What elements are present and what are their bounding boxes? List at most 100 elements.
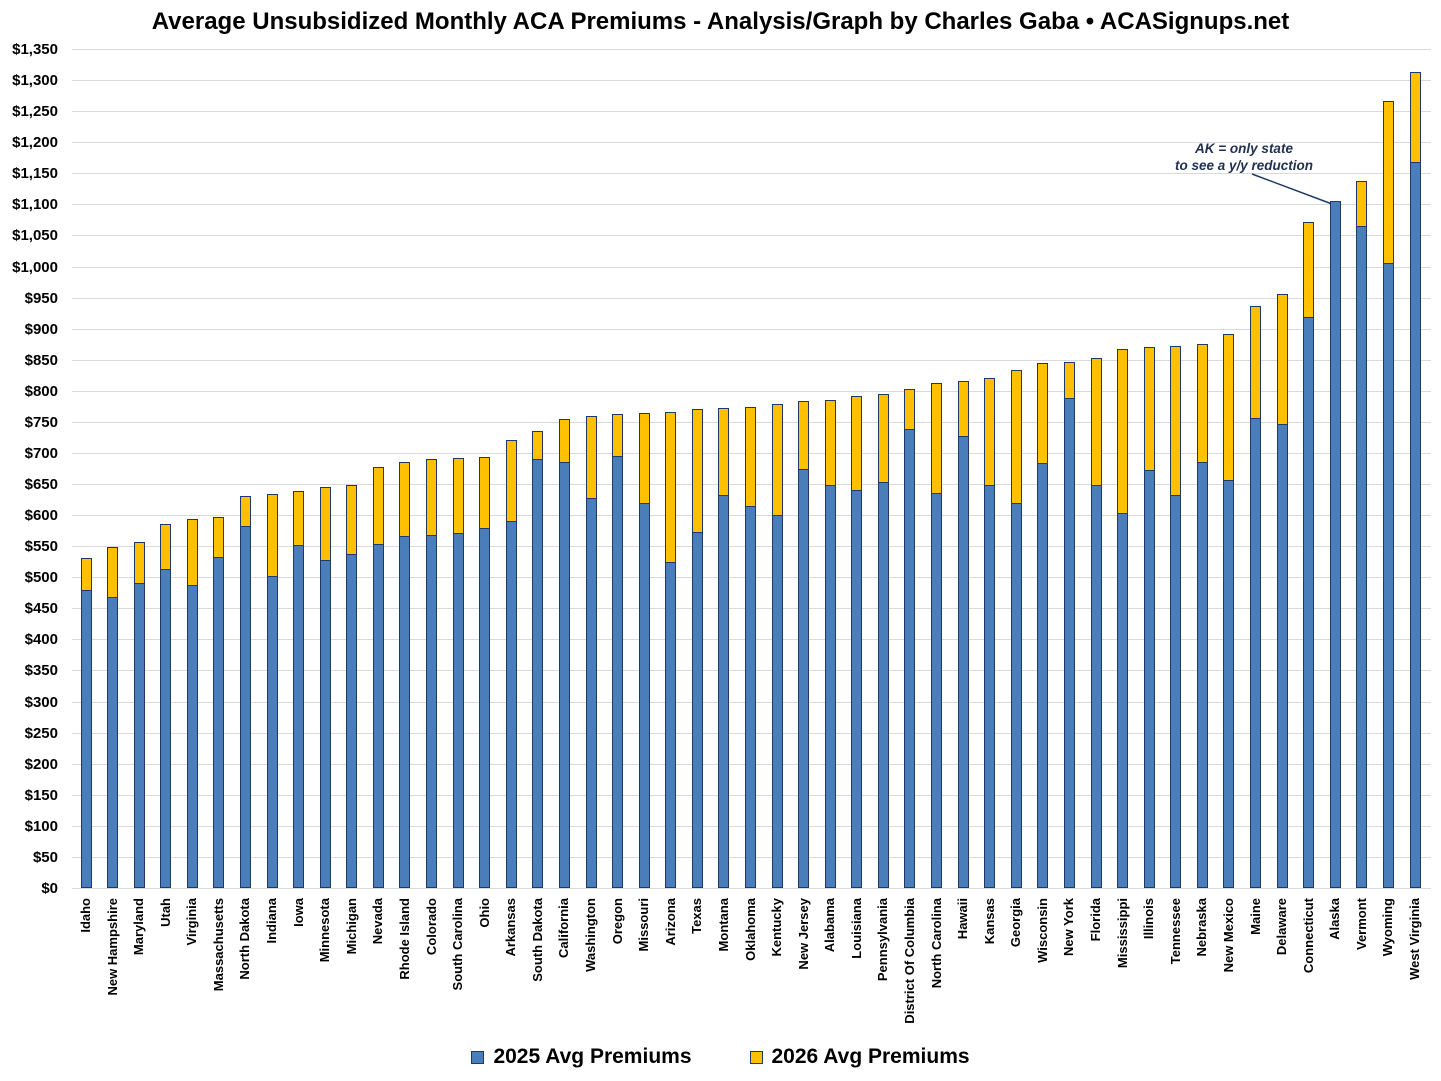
bar-2025-vermont xyxy=(1356,225,1368,888)
bar-2025-maine xyxy=(1250,418,1262,888)
y-axis-label-1050: $1,050 xyxy=(12,227,58,245)
y-axis-label-150: $150 xyxy=(24,786,58,804)
bar-2025-texas xyxy=(691,531,703,888)
bar-2025-oregon xyxy=(612,456,624,888)
gridline-1100 xyxy=(72,204,1431,206)
bar-2025-mississippi xyxy=(1117,513,1129,888)
bar-2025-new-hampshire xyxy=(107,597,119,888)
y-axis-label-1100: $1,100 xyxy=(12,196,58,214)
y-axis-label-350: $350 xyxy=(24,662,58,680)
ak-annotation: AK = only state to see a y/y reduction xyxy=(1130,140,1358,174)
y-axis-label-1250: $1,250 xyxy=(12,103,58,121)
bar-2025-ohio xyxy=(479,528,491,888)
gridline-1200 xyxy=(72,142,1431,144)
bar-2025-indiana xyxy=(266,576,278,888)
y-axis-label-650: $650 xyxy=(24,476,58,494)
y-axis-label-1000: $1,000 xyxy=(12,258,58,276)
gridline-1250 xyxy=(72,111,1431,113)
legend-swatch-2025 xyxy=(471,1050,485,1064)
bar-2025-iowa xyxy=(293,544,305,888)
legend-item-2026: 2026 Avg Premiums xyxy=(749,1045,970,1069)
y-axis-label-450: $450 xyxy=(24,600,58,618)
bar-2025-hawaii xyxy=(957,436,969,888)
gridline-800 xyxy=(72,390,1431,392)
y-axis-label-550: $550 xyxy=(24,538,58,556)
bar-2025-massachusetts xyxy=(213,556,225,888)
bar-2025-tennessee xyxy=(1170,494,1182,888)
y-axis-label-850: $850 xyxy=(24,351,58,369)
bar-2025-delaware xyxy=(1276,423,1288,888)
legend-swatch-2026 xyxy=(749,1050,763,1064)
bar-2025-connecticut xyxy=(1303,317,1315,888)
y-axis-label-1300: $1,300 xyxy=(12,72,58,90)
bar-2025-florida xyxy=(1090,485,1102,888)
y-axis-label-200: $200 xyxy=(24,755,58,773)
y-axis-label-1150: $1,150 xyxy=(12,165,58,183)
bar-2025-pennsylvania xyxy=(877,482,889,888)
bar-2025-north-carolina xyxy=(931,492,943,888)
y-axis-label-750: $750 xyxy=(24,413,58,431)
y-axis-label-1200: $1,200 xyxy=(12,134,58,152)
y-axis-label-1350: $1,350 xyxy=(12,41,58,58)
y-axis-label-800: $800 xyxy=(24,382,58,400)
gridline-1300 xyxy=(72,80,1431,82)
bar-2025-south-dakota xyxy=(532,458,544,888)
bar-2025-washington xyxy=(585,497,597,888)
gridline-0 xyxy=(72,888,1431,889)
bar-2025-maryland xyxy=(133,582,145,888)
gridline-950 xyxy=(72,297,1431,299)
y-axis-label-250: $250 xyxy=(24,724,58,742)
bar-2025-rhode-island xyxy=(399,535,411,888)
bar-2025-california xyxy=(558,462,570,888)
gridline-900 xyxy=(72,328,1431,330)
bar-2025-new-jersey xyxy=(798,469,810,888)
bar-2025-kentucky xyxy=(771,515,783,888)
y-axis-label-500: $500 xyxy=(24,569,58,587)
ak-annotation-line1: AK = only state xyxy=(1195,141,1293,156)
gridline-850 xyxy=(72,359,1431,361)
bar-2025-michigan xyxy=(346,553,358,888)
y-axis-label-950: $950 xyxy=(24,289,58,307)
y-axis-label-700: $700 xyxy=(24,444,58,462)
gridline-1050 xyxy=(72,235,1431,237)
bar-2025-oklahoma xyxy=(745,506,756,888)
bar-2025-wisconsin xyxy=(1037,462,1049,888)
bar-2025-arkansas xyxy=(505,521,517,888)
chart-title: Average Unsubsidized Monthly ACA Premium… xyxy=(151,8,1290,35)
bar-2025-idaho xyxy=(80,589,92,888)
y-axis-label-0: $0 xyxy=(41,880,58,897)
bar-2025-south-carolina xyxy=(452,533,464,888)
bar-2025-virginia xyxy=(186,585,198,888)
legend-label-2026: 2026 Avg Premiums xyxy=(771,1045,970,1068)
bar-2025-nebraska xyxy=(1196,462,1208,888)
gridline-1000 xyxy=(72,266,1431,268)
bar-2025-missouri xyxy=(638,503,650,888)
y-axis-label-400: $400 xyxy=(24,631,58,649)
bar-2025-illinois xyxy=(1143,470,1155,888)
bar-2025-minnesota xyxy=(319,560,331,888)
bar-2025-alaska xyxy=(1329,201,1341,888)
gridline-1150 xyxy=(72,173,1431,175)
bar-2025-new-mexico xyxy=(1223,479,1235,888)
bar-2025-montana xyxy=(718,495,730,888)
bar-2025-arizona xyxy=(665,562,677,888)
bar-2025-colorado xyxy=(426,534,438,888)
chart-legend: 2025 Avg Premiums 2026 Avg Premiums xyxy=(0,1040,1441,1074)
y-axis-label-300: $300 xyxy=(24,693,58,711)
y-axis-label-50: $50 xyxy=(32,848,58,866)
y-axis-label-100: $100 xyxy=(24,817,58,835)
bar-2025-west-virginia xyxy=(1409,162,1421,888)
legend-item-2025: 2025 Avg Premiums xyxy=(471,1045,692,1069)
bar-2025-utah xyxy=(160,568,172,888)
bar-2025-louisiana xyxy=(851,490,863,888)
ak-annotation-line2: to see a y/y reduction xyxy=(1174,158,1314,173)
bar-2025-georgia xyxy=(1010,502,1022,888)
bar-2025-new-york xyxy=(1063,397,1075,888)
bar-2025-kansas xyxy=(984,484,996,888)
bar-2025-alabama xyxy=(824,485,836,888)
y-axis-label-900: $900 xyxy=(24,320,58,338)
gridline-1350 xyxy=(72,49,1431,50)
bar-2025-wyoming xyxy=(1382,262,1394,888)
